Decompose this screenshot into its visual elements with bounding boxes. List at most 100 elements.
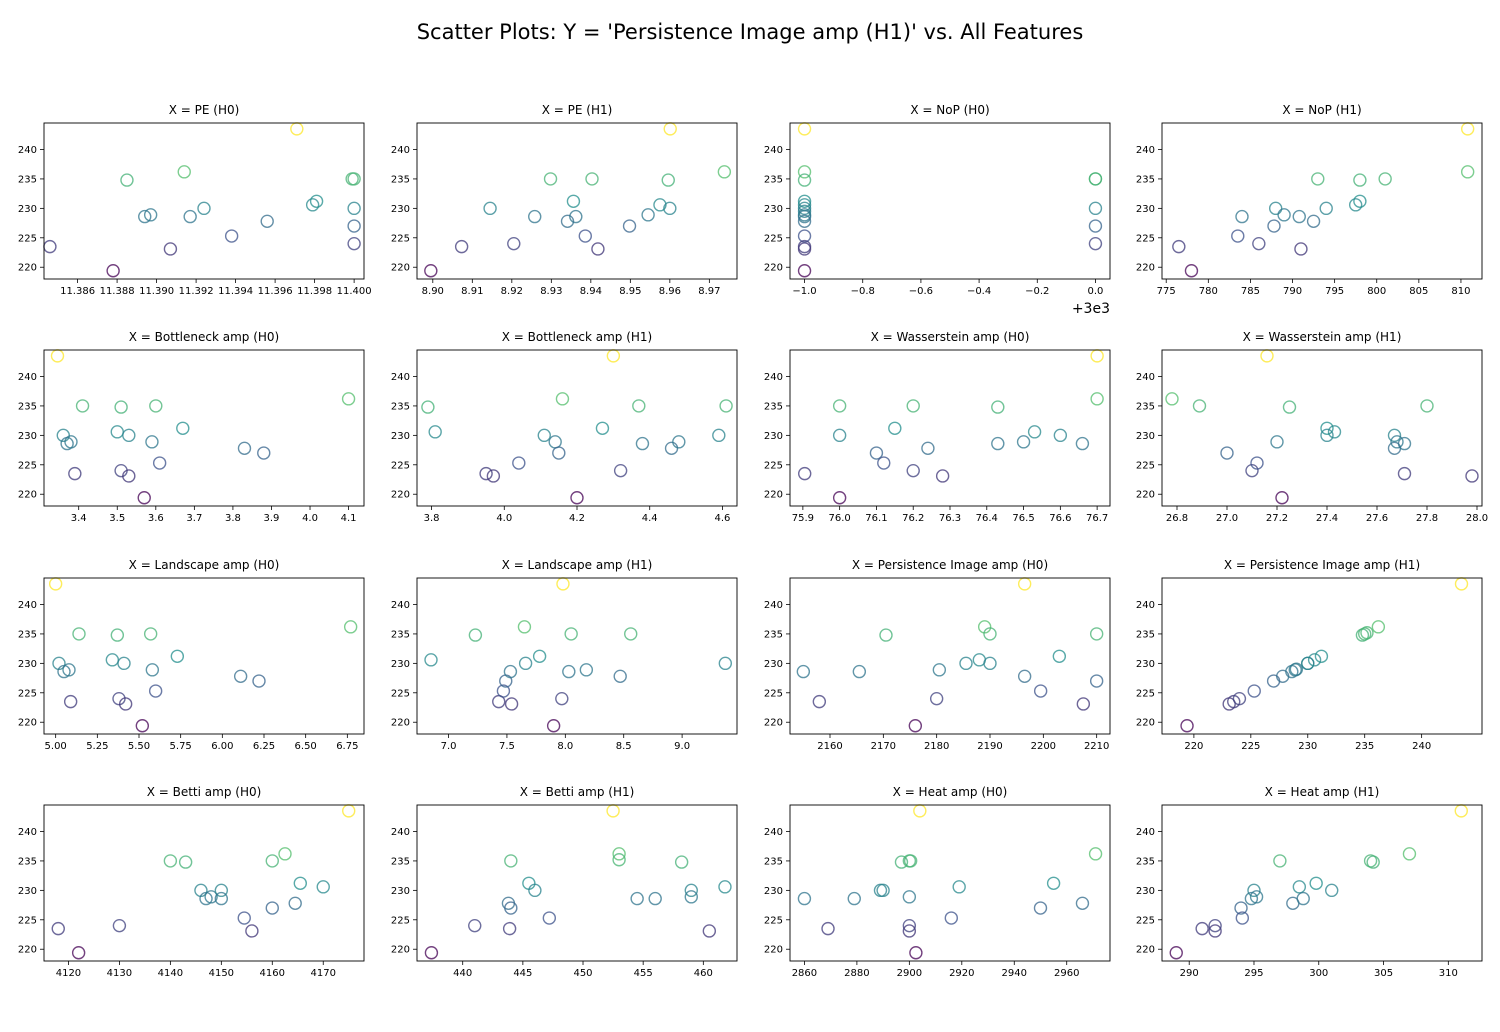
x-tick-label: 27.2 xyxy=(1266,513,1288,524)
x-tick-label: 4130 xyxy=(107,968,132,979)
scatter-point xyxy=(1314,649,1329,663)
y-tick-label: 240 xyxy=(1136,145,1155,156)
scatter-point xyxy=(62,663,76,677)
scatter-point xyxy=(1397,466,1412,481)
x-tick-label: 2920 xyxy=(949,968,974,979)
scatter-point xyxy=(1311,172,1325,186)
scatter-point xyxy=(546,719,561,733)
plot-frame xyxy=(416,349,738,507)
x-tick-label: 240 xyxy=(1412,741,1431,752)
scatter-point xyxy=(702,924,717,938)
x-tick-label: 810 xyxy=(1451,286,1470,297)
scatter-point xyxy=(1309,876,1323,890)
scatter-point xyxy=(983,656,997,671)
scatter-point xyxy=(504,697,519,711)
y-tick-label: 220 xyxy=(391,718,410,729)
y-tick-label: 220 xyxy=(1136,490,1155,501)
scatter-point xyxy=(1017,669,1032,684)
subplot-12: X = Persistence Image amp (H1) 220 225 230 2… xyxy=(1136,558,1483,752)
x-tick-label: 235 xyxy=(1355,741,1374,752)
scatter-point xyxy=(1390,435,1404,449)
scatter-point xyxy=(929,691,944,706)
scatter-point xyxy=(797,165,812,179)
y-tick-label: 225 xyxy=(1136,460,1155,471)
scatter-point xyxy=(718,656,733,671)
y-tick-label: 240 xyxy=(764,372,783,383)
y-tick-label: 230 xyxy=(1136,431,1155,442)
scatter-point xyxy=(152,456,167,470)
y-tick-label: 220 xyxy=(764,945,783,956)
x-tick-label: 11.390 xyxy=(139,286,174,297)
y-tick-label: 225 xyxy=(391,915,410,926)
x-tick-label: 290 xyxy=(1180,968,1199,979)
scatter-point xyxy=(72,627,86,641)
scatter-point xyxy=(555,392,570,406)
subplot-3: X = NoP (H0) −1.0 −0.8 −0.6 −0.4 −0.2 0.0 220 22… xyxy=(764,103,1111,317)
x-tick-label: 76.2 xyxy=(902,513,924,524)
scatter-point xyxy=(145,663,160,677)
y-tick-label: 240 xyxy=(18,600,37,611)
subplot-title: X = Landscape amp (H1) xyxy=(502,558,653,572)
scatter-point xyxy=(1220,446,1234,460)
x-tick-label: 75.9 xyxy=(792,513,814,524)
x-tick-label: 5.25 xyxy=(86,741,108,752)
y-tick-label: 235 xyxy=(764,401,783,412)
x-tick-label: 27.8 xyxy=(1416,513,1438,524)
scatter-point xyxy=(653,198,667,212)
scatter-point xyxy=(1402,847,1417,861)
scatter-point xyxy=(528,883,542,898)
scatter-point xyxy=(176,421,190,435)
scatter-point xyxy=(214,883,229,898)
plot-frame xyxy=(43,122,365,280)
x-tick-label: 805 xyxy=(1409,286,1428,297)
scatter-point xyxy=(847,891,861,906)
scatter-point xyxy=(797,173,812,187)
x-tick-label: 4.1 xyxy=(341,513,357,524)
plot-frame xyxy=(43,804,365,962)
scatter-point xyxy=(622,219,637,233)
scatter-point xyxy=(170,649,185,663)
plot-frame xyxy=(416,804,738,962)
scatter-point xyxy=(562,664,576,679)
scatter-point xyxy=(674,855,689,869)
scatter-point xyxy=(797,209,812,224)
scatter-point xyxy=(1348,198,1363,212)
x-tick-label: 8.95 xyxy=(619,286,641,297)
scatter-point xyxy=(1465,469,1479,483)
scatter-point xyxy=(902,890,917,904)
scatter-point xyxy=(578,229,592,243)
x-tick-label: 76.4 xyxy=(976,513,998,524)
x-tick-label: 790 xyxy=(1283,286,1302,297)
scatter-point xyxy=(1172,239,1186,254)
scatter-point xyxy=(1053,428,1068,443)
x-offset-label: +3e3 xyxy=(1072,301,1110,317)
x-tick-label: 440 xyxy=(453,968,472,979)
scatter-point xyxy=(183,209,197,224)
scatter-point xyxy=(1325,883,1339,898)
scatter-point xyxy=(832,491,847,505)
scatter-point xyxy=(347,172,361,186)
scatter-point xyxy=(233,669,248,684)
y-tick-label: 230 xyxy=(391,886,410,897)
scatter-point xyxy=(75,399,90,413)
subplot-8: X = Wasserstein amp (H1) 26.8 27.0 27.2 27.4… xyxy=(1136,330,1488,524)
subplot-10: X = Landscape amp (H1) 7.0 7.5 8.0 8.5 9.0 220… xyxy=(391,558,738,752)
scatter-point xyxy=(585,172,599,186)
scatter-point xyxy=(1292,209,1306,224)
x-tick-label: 780 xyxy=(1199,286,1218,297)
scatter-point xyxy=(479,466,493,481)
x-tick-label: −0.6 xyxy=(909,286,933,297)
scatter-point xyxy=(145,435,159,449)
scatter-point xyxy=(347,236,361,251)
scatter-point xyxy=(1052,649,1067,663)
scatter-point xyxy=(1165,392,1179,406)
y-tick-label: 230 xyxy=(18,204,37,215)
subplot-title: X = Persistence Image amp (H1) xyxy=(1224,558,1420,572)
subplot-title: X = Bottleneck amp (H1) xyxy=(502,330,652,344)
figure-title: Scatter Plots: Y = 'Persistence Image am… xyxy=(417,20,1084,44)
y-tick-label: 230 xyxy=(764,886,783,897)
scatter-point xyxy=(1088,847,1103,861)
scatter-point xyxy=(797,891,812,906)
scatter-point xyxy=(797,214,812,229)
y-tick-label: 235 xyxy=(1136,856,1155,867)
